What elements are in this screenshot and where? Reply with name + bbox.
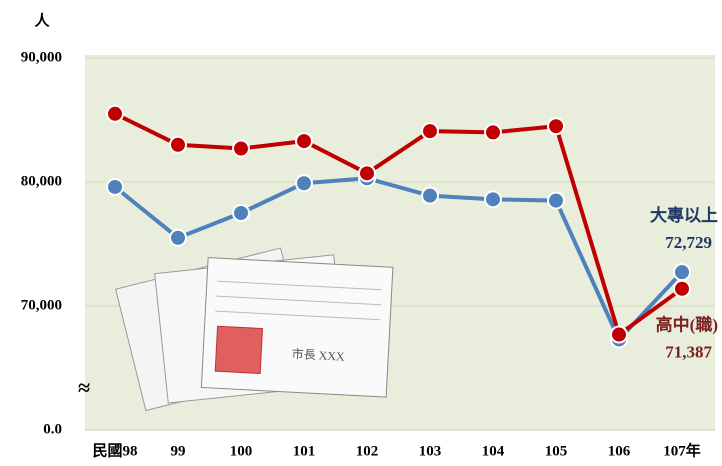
y-tick-label: 70,000 bbox=[21, 297, 62, 313]
marker bbox=[485, 124, 501, 140]
x-tick-label: 100 bbox=[230, 443, 253, 459]
series-name: 高中(職) bbox=[656, 315, 718, 335]
card: 市長 XXX bbox=[201, 258, 393, 398]
series-name: 大專以上 bbox=[650, 205, 718, 225]
card-text: 市長 XXX bbox=[291, 346, 345, 364]
value-label: 72,729 bbox=[665, 233, 712, 252]
y-tick-label: 80,000 bbox=[21, 173, 62, 189]
y-tick-label: 0.0 bbox=[43, 421, 62, 437]
marker bbox=[674, 264, 690, 280]
marker bbox=[611, 327, 627, 343]
x-tick-label: 99 bbox=[171, 443, 186, 459]
marker bbox=[107, 106, 123, 122]
marker bbox=[359, 165, 375, 181]
x-tick-label: 107年 bbox=[663, 441, 701, 459]
x-tick-label: 105 bbox=[545, 443, 568, 459]
marker bbox=[170, 230, 186, 246]
value-label: 71,387 bbox=[665, 343, 712, 362]
marker bbox=[485, 191, 501, 207]
x-tick-label: 102 bbox=[356, 443, 379, 459]
marker bbox=[674, 281, 690, 297]
seal bbox=[215, 326, 262, 373]
chart: 人 ≈ 0.0 70,000 80,000 90,000 民國98 99 100 101 102… bbox=[0, 0, 722, 461]
marker bbox=[296, 133, 312, 149]
axis-break: ≈ bbox=[78, 375, 90, 400]
marker bbox=[422, 188, 438, 204]
y-unit: 人 bbox=[34, 12, 50, 29]
x-tick-label: 104 bbox=[482, 443, 505, 459]
x-tick-label: 民國98 bbox=[92, 442, 137, 459]
x-tick-label: 106 bbox=[608, 443, 631, 459]
marker bbox=[107, 179, 123, 195]
marker bbox=[170, 137, 186, 153]
x-tick-label: 103 bbox=[419, 443, 442, 459]
marker bbox=[233, 141, 249, 157]
y-tick-label: 90,000 bbox=[21, 49, 62, 65]
x-tick-label: 101 bbox=[293, 443, 316, 459]
marker bbox=[296, 175, 312, 191]
marker bbox=[422, 123, 438, 139]
marker bbox=[548, 118, 564, 134]
marker bbox=[548, 193, 564, 209]
marker bbox=[233, 205, 249, 221]
